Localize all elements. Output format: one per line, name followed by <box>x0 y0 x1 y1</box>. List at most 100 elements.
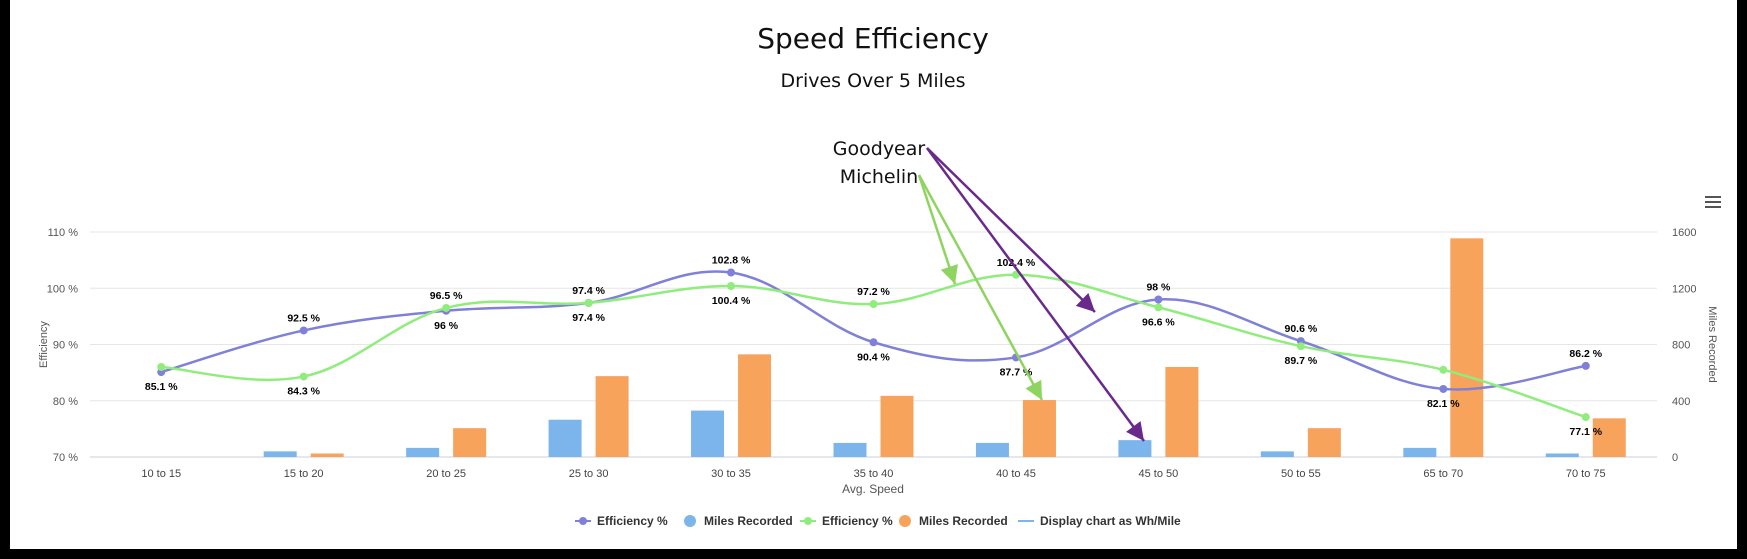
y-left-tick-label: 100 % <box>47 283 78 295</box>
goodyear-arrow-head <box>1126 421 1144 441</box>
series-point <box>869 300 878 308</box>
y-left-tick-label: 70 % <box>53 452 78 464</box>
x-axis-title: Avg. Speed <box>842 482 904 496</box>
series-point <box>727 282 736 290</box>
x-tick-label: 10 to 15 <box>141 468 181 480</box>
goodyear-arrow-head <box>1075 292 1095 312</box>
bar <box>406 447 440 457</box>
series-point <box>727 268 736 277</box>
x-tick-label: 65 to 70 <box>1423 468 1463 480</box>
bar <box>975 442 1009 457</box>
y-right-tick-label: 1200 <box>1672 283 1696 295</box>
series-point <box>157 363 166 371</box>
x-tick-label: 45 to 50 <box>1139 468 1179 480</box>
chart-title: Speed Efficiency <box>757 22 989 55</box>
data-label: 86.2 % <box>1569 348 1602 360</box>
x-tick-label: 15 to 20 <box>284 468 324 480</box>
series-point <box>1439 384 1448 393</box>
legend-item-label: Efficiency % <box>597 514 668 528</box>
data-label: 92.5 % <box>287 312 320 324</box>
legend-item-label: Display chart as Wh/Mile <box>1040 514 1181 528</box>
data-label: 96.6 % <box>1142 316 1175 328</box>
bar <box>595 376 629 457</box>
y-left-tick-label: 110 % <box>48 227 79 239</box>
legend-marker <box>684 515 696 527</box>
bar <box>1450 238 1484 457</box>
data-label: 102.4 % <box>997 257 1036 269</box>
data-label: 85.1 % <box>145 381 178 393</box>
michelin-arrow-head <box>1025 379 1042 400</box>
hamburger-menu-icon[interactable] <box>1705 196 1721 210</box>
series-point <box>1439 365 1448 374</box>
bar <box>1307 428 1341 457</box>
y-right-tick-label: 400 <box>1672 396 1690 408</box>
bar <box>310 453 344 457</box>
x-tick-label: 50 to 55 <box>1281 468 1321 480</box>
series-point <box>584 298 593 307</box>
bar <box>833 442 867 457</box>
series-point <box>299 326 308 335</box>
y-left-tick-label: 90 % <box>53 340 78 352</box>
series-point <box>1296 342 1305 351</box>
data-label: 89.7 % <box>1285 355 1318 367</box>
legend-marker <box>579 517 587 525</box>
bar <box>453 428 487 457</box>
series-point <box>1581 361 1590 370</box>
series-point <box>299 372 308 381</box>
series-point <box>1154 295 1163 304</box>
data-label: 97.2 % <box>857 286 890 298</box>
series-point <box>869 338 878 347</box>
bar <box>1592 418 1626 457</box>
bar <box>1118 440 1152 457</box>
data-label: 90.6 % <box>1285 323 1318 335</box>
goodyear-arrow <box>925 147 1146 442</box>
y-left-tick-label: 80 % <box>53 396 78 408</box>
y-right-axis-title: Miles Recorded <box>1706 306 1718 382</box>
series-point <box>442 303 451 312</box>
x-tick-label: 25 to 30 <box>569 468 609 480</box>
data-label: 100.4 % <box>712 295 751 307</box>
data-label: 90.4 % <box>857 351 890 363</box>
legend-item-label: Miles Recorded <box>704 514 793 528</box>
annotation-michelin: Michelin <box>840 166 918 188</box>
annotation-goodyear: Goodyear <box>833 138 926 160</box>
x-tick-label: 20 to 25 <box>426 468 466 480</box>
y-left-axis-title: Efficiency <box>38 321 50 368</box>
michelin-arrow <box>917 174 1044 401</box>
speed-efficiency-chart: Speed Efficiency Drives Over 5 Miles 70 % 8… <box>38 22 1718 528</box>
data-label: 97.4 % <box>572 312 605 324</box>
bar <box>1260 451 1294 457</box>
x-tick-label: 70 to 75 <box>1566 468 1606 480</box>
bar <box>1403 447 1437 457</box>
legend-item-label: Miles Recorded <box>919 514 1008 528</box>
data-label: 102.8 % <box>712 255 751 267</box>
bar <box>691 410 725 457</box>
y-right-tick-label: 1600 <box>1672 227 1696 239</box>
bar <box>1545 453 1579 457</box>
data-label: 96.5 % <box>430 290 463 302</box>
legend-marker <box>804 517 812 525</box>
data-label: 77.1 % <box>1569 426 1602 438</box>
legend-marker <box>899 515 911 527</box>
bar <box>1022 400 1056 457</box>
data-label: 84.3 % <box>287 386 320 398</box>
data-label: 82.1 % <box>1427 398 1460 410</box>
x-tick-label: 30 to 35 <box>711 468 751 480</box>
data-label: 96 % <box>434 320 459 332</box>
y-right-tick-label: 800 <box>1672 340 1690 352</box>
chart-frame: Speed Efficiency Drives Over 5 Miles 70 % 8… <box>10 0 1737 549</box>
bar <box>1165 367 1199 457</box>
goodyear-arrow <box>926 147 1096 313</box>
y-right-tick-label: 0 <box>1672 452 1678 464</box>
legend-item-label: Efficiency % <box>822 514 893 528</box>
x-tick-label: 35 to 40 <box>854 468 894 480</box>
data-label: 97.4 % <box>572 285 605 297</box>
chart-subtitle: Drives Over 5 Miles <box>781 70 966 92</box>
bar <box>263 451 297 457</box>
michelin-arrow <box>917 174 957 285</box>
series-point <box>1581 413 1590 422</box>
michelin-arrow-head <box>940 264 958 284</box>
series-point <box>1154 303 1163 312</box>
bar <box>548 419 582 457</box>
bar <box>738 354 772 457</box>
